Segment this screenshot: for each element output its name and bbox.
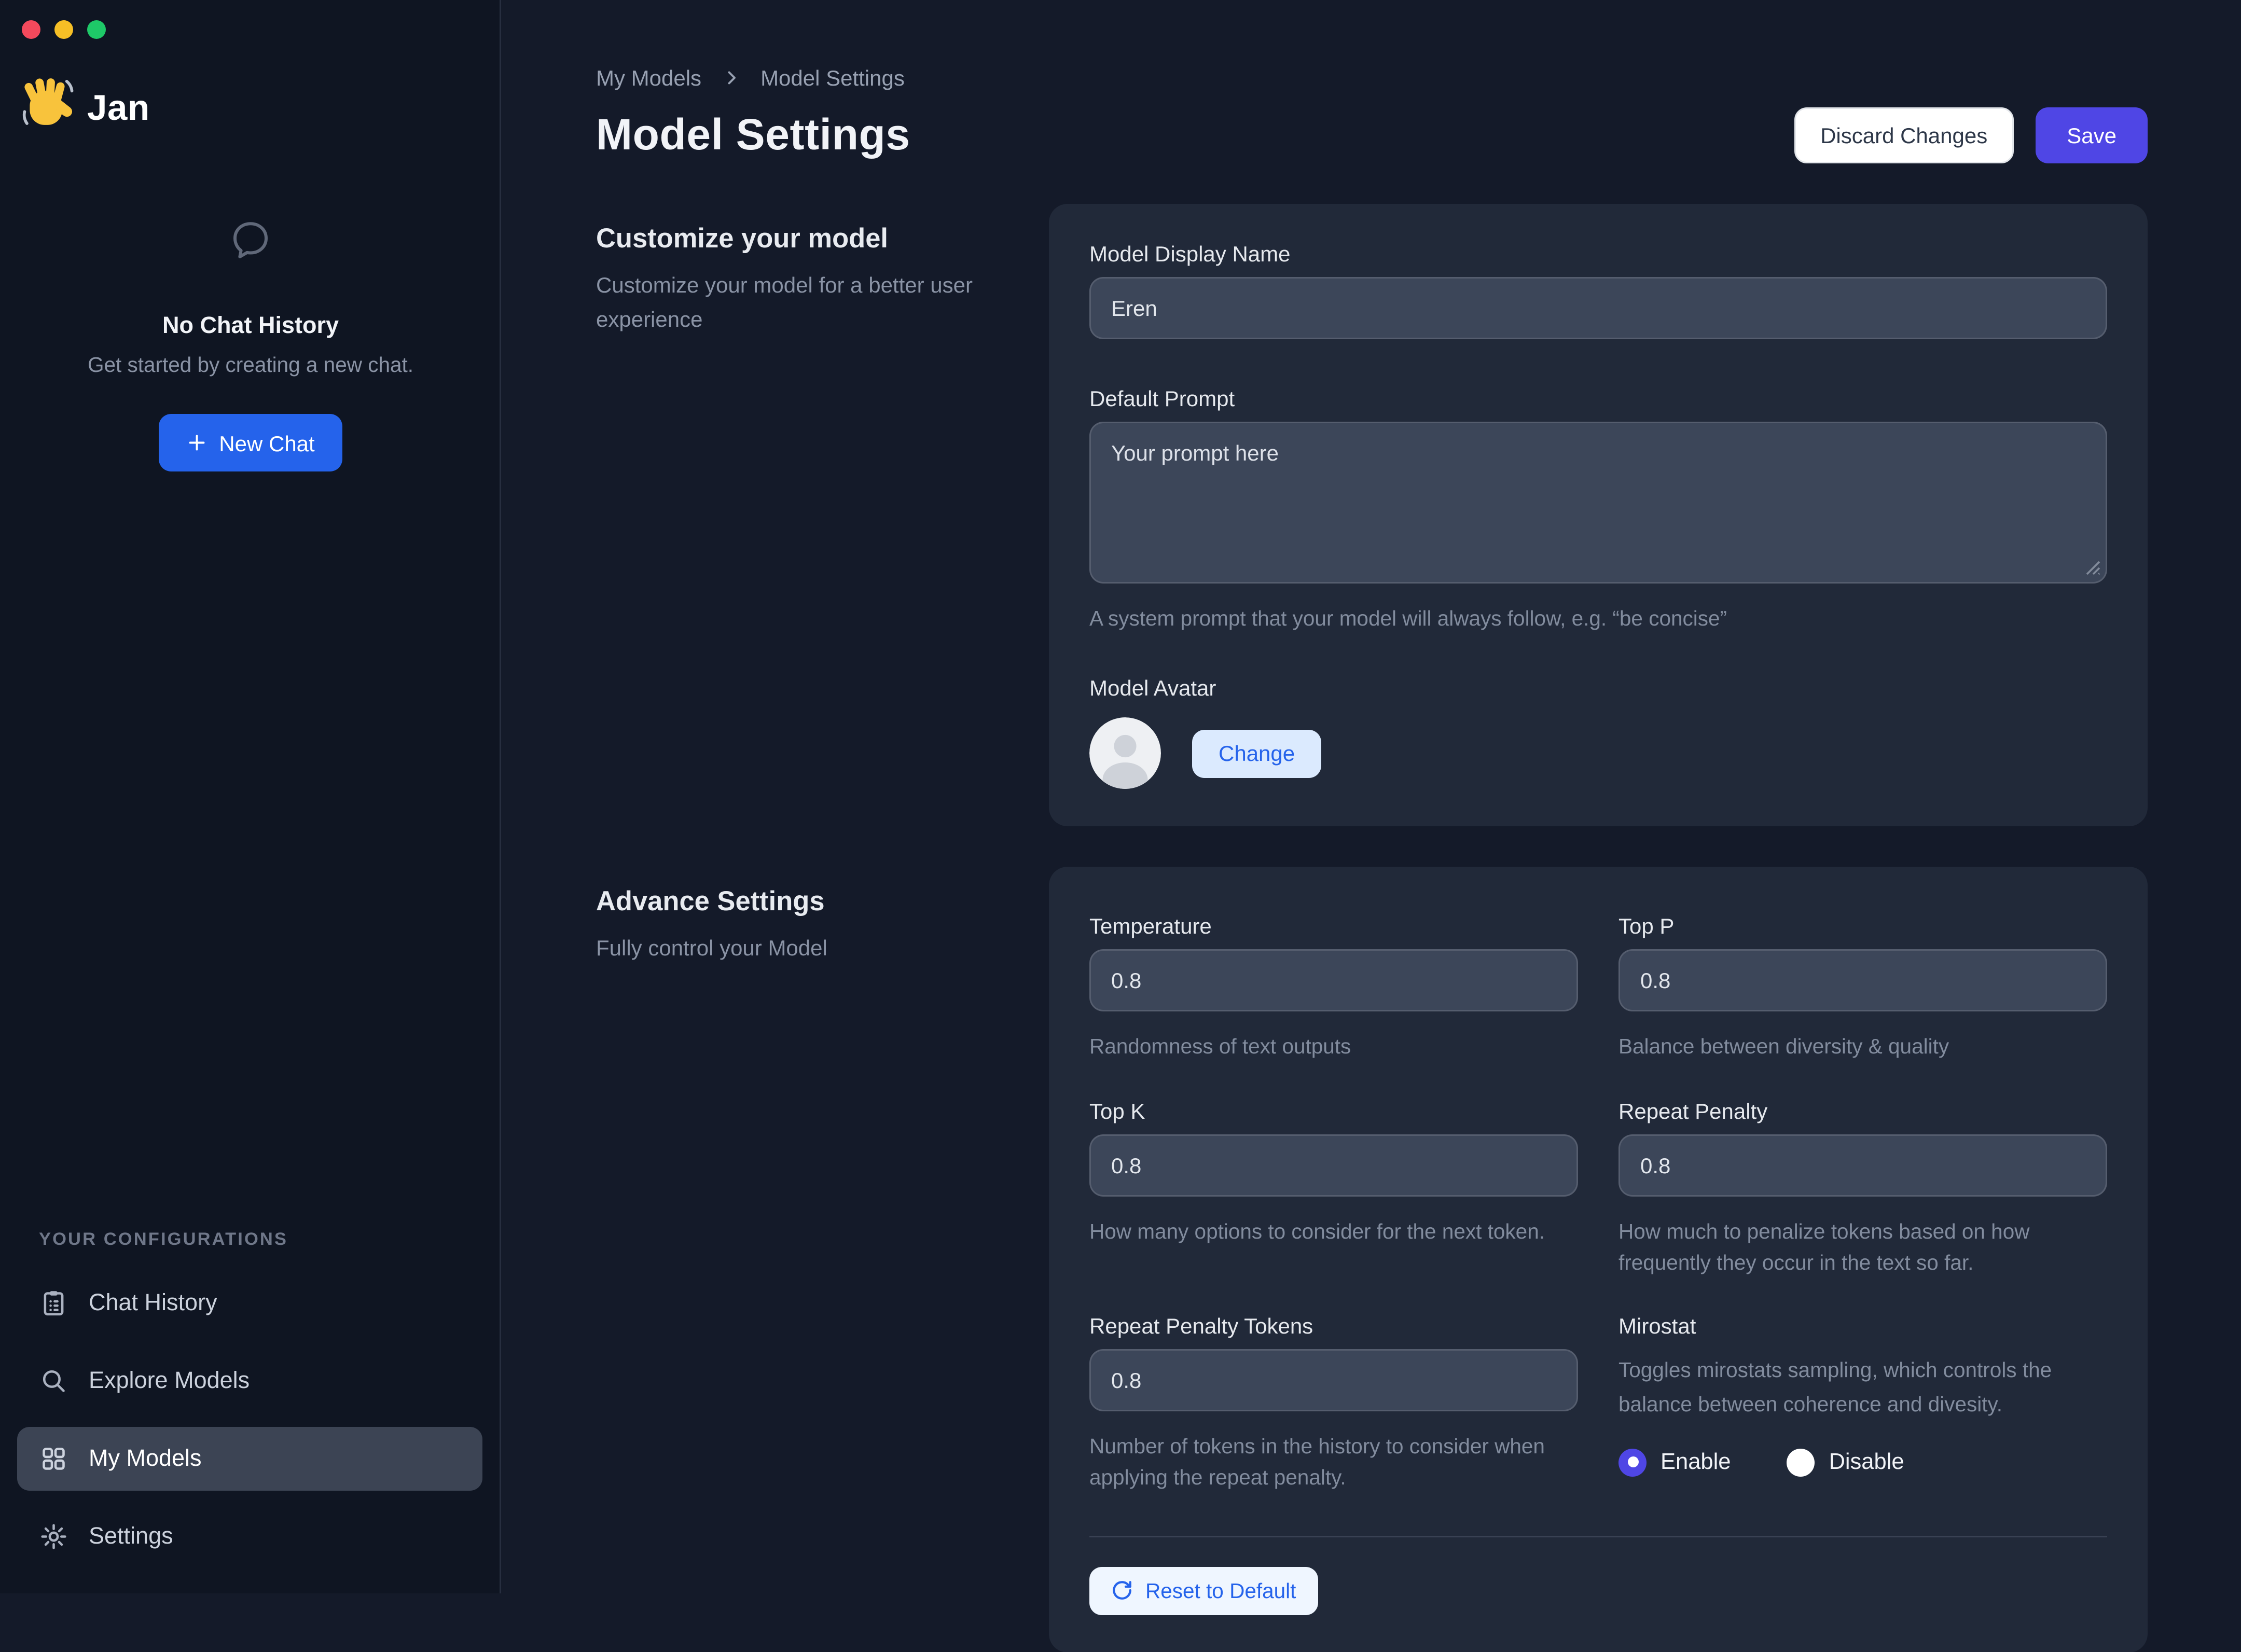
customize-description: Customize your model for a better user e… bbox=[596, 272, 973, 331]
sidebar: Jan No Chat History Get started by creat… bbox=[0, 0, 501, 1593]
breadcrumb: My Models Model Settings bbox=[596, 65, 2148, 90]
chevron-right-icon bbox=[727, 71, 736, 85]
top-p-field: Top P Balance between diversity & qualit… bbox=[1619, 914, 2107, 1064]
sidebar-item-explore-models[interactable]: Explore Models bbox=[17, 1349, 482, 1413]
default-prompt-textarea[interactable] bbox=[1089, 422, 2107, 584]
temperature-input[interactable] bbox=[1089, 949, 1578, 1012]
chat-empty-state: No Chat History Get started by creating … bbox=[0, 218, 501, 471]
temperature-label: Temperature bbox=[1089, 913, 1212, 939]
temperature-hint: Randomness of text outputs bbox=[1089, 1035, 1351, 1059]
model-avatar-label: Model Avatar bbox=[1089, 675, 1216, 701]
customize-section: Customize your model Customize your mode… bbox=[596, 204, 2148, 827]
repeat-penalty-hint: How much to penalize tokens based on how… bbox=[1619, 1219, 2030, 1274]
sidebar-item-settings[interactable]: Settings bbox=[17, 1505, 482, 1568]
sidebar-item-label: Chat History bbox=[89, 1290, 217, 1316]
model-avatar[interactable] bbox=[1089, 717, 1161, 789]
mirostat-label: Mirostat bbox=[1619, 1313, 1696, 1338]
repeat-penalty-tokens-hint: Number of tokens in the history to consi… bbox=[1089, 1435, 1545, 1490]
repeat-penalty-tokens-field: Repeat Penalty Tokens Number of tokens i… bbox=[1089, 1313, 1578, 1495]
chat-bubble-icon bbox=[233, 222, 268, 258]
sidebar-item-label: Explore Models bbox=[89, 1368, 250, 1394]
mirostat-disable-option[interactable]: Disable bbox=[1787, 1448, 1904, 1476]
header-actions: Discard Changes Save bbox=[1794, 107, 2148, 163]
waving-hand-icon bbox=[19, 75, 78, 142]
reset-to-default-label: Reset to Default bbox=[1145, 1578, 1296, 1602]
top-p-hint: Balance between diversity & quality bbox=[1619, 1035, 1949, 1059]
sidebar-item-chat-history[interactable]: Chat History bbox=[17, 1271, 482, 1335]
new-chat-label: New Chat bbox=[219, 430, 315, 455]
radio-checked-icon[interactable] bbox=[1619, 1448, 1647, 1476]
repeat-penalty-label: Repeat Penalty bbox=[1619, 1098, 1768, 1123]
default-prompt-hint: A system prompt that your model will alw… bbox=[1089, 607, 1727, 630]
model-display-name-label: Model Display Name bbox=[1089, 241, 1291, 266]
empty-state-title: No Chat History bbox=[162, 313, 339, 339]
main-content: My Models Model Settings Model Settings … bbox=[501, 0, 2241, 1652]
breadcrumb-my-models[interactable]: My Models bbox=[596, 65, 702, 90]
card-divider bbox=[1089, 1535, 2107, 1537]
refresh-icon bbox=[1113, 1581, 1131, 1600]
customize-card: Model Display Name Default Prompt A syst… bbox=[1049, 204, 2148, 827]
top-k-input[interactable] bbox=[1089, 1133, 1578, 1196]
top-k-label: Top K bbox=[1089, 1098, 1145, 1123]
mirostat-description: Toggles mirostats sampling, which contro… bbox=[1619, 1358, 2052, 1417]
top-k-hint: How many options to consider for the nex… bbox=[1089, 1219, 1545, 1243]
save-button[interactable]: Save bbox=[2036, 107, 2148, 163]
advance-card: Temperature Randomness of text outputs T… bbox=[1049, 867, 2148, 1652]
default-prompt-label: Default Prompt bbox=[1089, 386, 1235, 411]
app-logo: Jan bbox=[19, 75, 150, 142]
mirostat-field: Mirostat Toggles mirostats sampling, whi… bbox=[1619, 1313, 2107, 1495]
mirostat-enable-option[interactable]: Enable bbox=[1619, 1448, 1731, 1476]
plus-icon bbox=[188, 435, 204, 451]
top-k-field: Top K How many options to consider for t… bbox=[1089, 1098, 1578, 1280]
repeat-penalty-field: Repeat Penalty How much to penalize toke… bbox=[1619, 1098, 2107, 1280]
window-controls bbox=[22, 20, 106, 39]
temperature-field: Temperature Randomness of text outputs bbox=[1089, 914, 1578, 1064]
page-title: Model Settings bbox=[596, 110, 910, 159]
change-avatar-button[interactable]: Change bbox=[1192, 729, 1322, 778]
mirostat-enable-label: Enable bbox=[1661, 1449, 1731, 1475]
sidebar-item-label: My Models bbox=[89, 1446, 202, 1472]
radio-unchecked-icon[interactable] bbox=[1787, 1448, 1815, 1476]
reset-to-default-button[interactable]: Reset to Default bbox=[1089, 1566, 1318, 1615]
sidebar-item-my-models[interactable]: My Models bbox=[17, 1427, 482, 1491]
search-icon bbox=[37, 1366, 68, 1397]
empty-state-subtitle: Get started by creating a new chat. bbox=[87, 353, 414, 377]
sidebar-configurations: YOUR CONFIGURATIONS Chat History bbox=[17, 1231, 482, 1568]
grid-icon bbox=[37, 1443, 68, 1475]
minimize-window-icon[interactable] bbox=[54, 20, 73, 39]
repeat-penalty-tokens-label: Repeat Penalty Tokens bbox=[1089, 1313, 1313, 1338]
discard-changes-button[interactable]: Discard Changes bbox=[1794, 107, 2014, 163]
top-p-input[interactable] bbox=[1619, 949, 2107, 1012]
zoom-window-icon[interactable] bbox=[87, 20, 106, 39]
gear-icon bbox=[37, 1521, 68, 1552]
advance-heading: Advance Settings bbox=[596, 885, 825, 917]
close-window-icon[interactable] bbox=[22, 20, 40, 39]
new-chat-button[interactable]: New Chat bbox=[158, 414, 343, 471]
mirostat-disable-label: Disable bbox=[1829, 1449, 1904, 1475]
model-display-name-input[interactable] bbox=[1089, 277, 2107, 339]
top-p-label: Top P bbox=[1619, 913, 1675, 939]
breadcrumb-model-settings: Model Settings bbox=[760, 65, 905, 90]
sidebar-item-label: Settings bbox=[89, 1523, 173, 1550]
advance-description: Fully control your Model bbox=[596, 935, 827, 961]
clipboard-icon bbox=[37, 1288, 68, 1319]
customize-heading: Customize your model bbox=[596, 223, 889, 254]
app-name: Jan bbox=[87, 87, 150, 128]
repeat-penalty-tokens-input[interactable] bbox=[1089, 1349, 1578, 1411]
advance-section: Advance Settings Fully control your Mode… bbox=[596, 867, 2148, 1652]
repeat-penalty-input[interactable] bbox=[1619, 1133, 2107, 1196]
configurations-section-label: YOUR CONFIGURATIONS bbox=[39, 1231, 288, 1250]
